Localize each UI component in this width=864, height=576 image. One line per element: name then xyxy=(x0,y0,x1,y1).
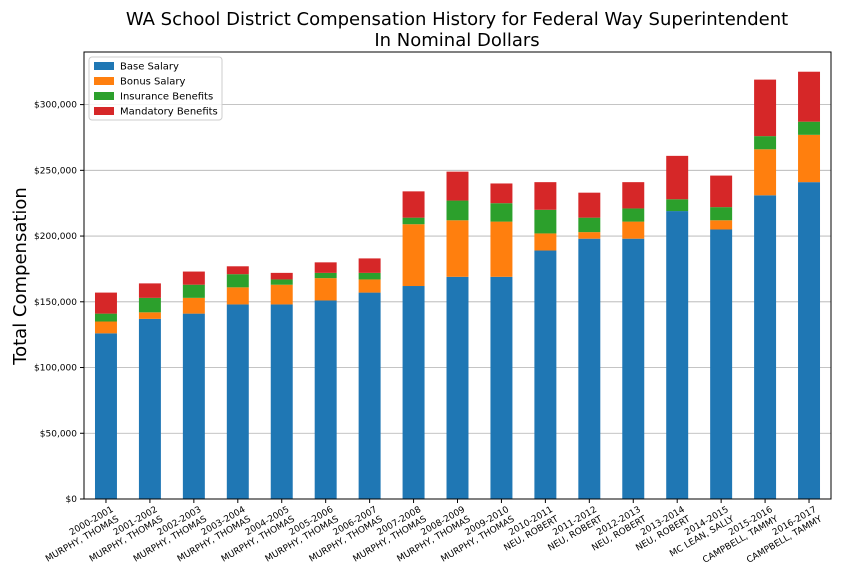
bar-segment-insurance-benefits xyxy=(402,217,425,225)
bar-segment-bonus-salary xyxy=(402,224,425,287)
bar-segment-insurance-benefits xyxy=(578,217,601,233)
bar-segment-base-salary xyxy=(490,276,513,499)
bar-segment-base-salary xyxy=(138,318,161,499)
legend-swatch xyxy=(94,107,114,115)
bar-segment-insurance-benefits xyxy=(710,207,733,221)
bar-segment-insurance-benefits xyxy=(798,121,821,135)
bar-segment-bonus-salary xyxy=(138,312,161,319)
bar-segment-base-salary xyxy=(666,211,689,499)
bar-segment-mandatory-benefits xyxy=(446,171,469,201)
chart-subtitle: In Nominal Dollars xyxy=(374,30,539,51)
bar-segment-insurance-benefits xyxy=(622,208,645,222)
y-axis-label: Total Compensation xyxy=(10,187,31,366)
bar-segment-insurance-benefits xyxy=(94,313,117,322)
bar-segment-bonus-salary xyxy=(622,221,645,239)
bar-segment-bonus-salary xyxy=(490,221,513,277)
bar-segment-base-salary xyxy=(182,313,205,499)
bar-segment-bonus-salary xyxy=(710,220,733,230)
bar-segment-insurance-benefits xyxy=(138,297,161,313)
legend-label: Insurance Benefits xyxy=(120,92,213,103)
y-tick-label: $200,000 xyxy=(34,232,77,242)
bar-segment-base-salary xyxy=(94,333,117,499)
legend-label: Base Salary xyxy=(120,62,179,73)
legend-swatch xyxy=(94,92,114,100)
bar-segment-mandatory-benefits xyxy=(270,272,293,280)
bar-segment-insurance-benefits xyxy=(666,199,689,212)
bar-segment-mandatory-benefits xyxy=(402,191,425,218)
bar-segment-base-salary xyxy=(754,195,777,499)
bar-segment-insurance-benefits xyxy=(490,203,513,222)
bar-segment-insurance-benefits xyxy=(314,272,337,279)
y-tick-label: $150,000 xyxy=(34,298,77,308)
bar-segment-bonus-salary xyxy=(94,321,117,334)
legend-swatch xyxy=(94,77,114,85)
bar-segment-bonus-salary xyxy=(578,232,601,239)
y-axis: $0 $50,000 $100,000 $150,000 $200,000 $250,00… xyxy=(34,101,84,505)
bar-segment-mandatory-benefits xyxy=(94,292,117,314)
bar-segment-mandatory-benefits xyxy=(182,271,205,285)
bar-segment-base-salary xyxy=(446,276,469,499)
bar-segment-base-salary xyxy=(798,182,821,499)
y-tick-label: $50,000 xyxy=(40,429,77,439)
bar-segment-bonus-salary xyxy=(358,279,381,293)
legend-label: Mandatory Benefits xyxy=(120,107,218,118)
y-tick-label: $100,000 xyxy=(34,364,77,374)
bar-segment-mandatory-benefits xyxy=(622,182,645,209)
legend-swatch xyxy=(94,62,114,70)
y-tick-label: $300,000 xyxy=(34,101,77,111)
legend-box xyxy=(88,56,223,121)
bar-segment-insurance-benefits xyxy=(226,274,249,288)
bar-segment-base-salary xyxy=(578,238,601,499)
bar-segment-bonus-salary xyxy=(754,149,777,196)
bar-segment-base-salary xyxy=(270,304,293,499)
legend: Base Salary Bonus Salary Insurance Benefit… xyxy=(88,56,223,121)
bar-segment-mandatory-benefits xyxy=(314,262,337,273)
bar-segment-mandatory-benefits xyxy=(754,79,777,137)
bar-segment-mandatory-benefits xyxy=(666,155,689,200)
y-tick-label: $0 xyxy=(66,495,78,505)
bar-segment-insurance-benefits xyxy=(754,136,777,150)
bar-segment-bonus-salary xyxy=(798,134,821,183)
bar-segment-insurance-benefits xyxy=(446,200,469,221)
bar-segment-base-salary xyxy=(314,300,337,499)
bar-segment-base-salary xyxy=(402,286,425,499)
bar-segment-base-salary xyxy=(226,304,249,499)
bar-segment-mandatory-benefits xyxy=(490,183,513,204)
bar-segment-bonus-salary xyxy=(446,220,469,277)
legend-label: Bonus Salary xyxy=(120,77,186,88)
chart-title: WA School District Compensation History … xyxy=(126,9,788,30)
bar-segment-mandatory-benefits xyxy=(710,175,733,208)
bar-segment-bonus-salary xyxy=(226,287,249,305)
bar-segment-mandatory-benefits xyxy=(138,283,161,298)
bar-segment-base-salary xyxy=(358,292,381,499)
bar-segment-base-salary xyxy=(622,238,645,499)
bar-segment-mandatory-benefits xyxy=(534,182,557,210)
bars xyxy=(94,71,821,499)
bar-segment-insurance-benefits xyxy=(358,272,381,280)
bar-segment-mandatory-benefits xyxy=(226,266,249,275)
bar-segment-insurance-benefits xyxy=(534,209,557,234)
bar-segment-insurance-benefits xyxy=(182,284,205,298)
bar-segment-mandatory-benefits xyxy=(578,192,601,218)
y-tick-label: $250,000 xyxy=(34,166,77,176)
bar-segment-base-salary xyxy=(534,250,557,499)
bar-segment-base-salary xyxy=(710,229,733,499)
bar-segment-bonus-salary xyxy=(270,284,293,305)
bar-segment-bonus-salary xyxy=(534,233,557,251)
bar-segment-bonus-salary xyxy=(182,297,205,314)
bar-segment-mandatory-benefits xyxy=(798,71,821,122)
bar-segment-bonus-salary xyxy=(314,278,337,301)
bar-segment-insurance-benefits xyxy=(270,279,293,285)
bar-segment-mandatory-benefits xyxy=(358,258,381,273)
